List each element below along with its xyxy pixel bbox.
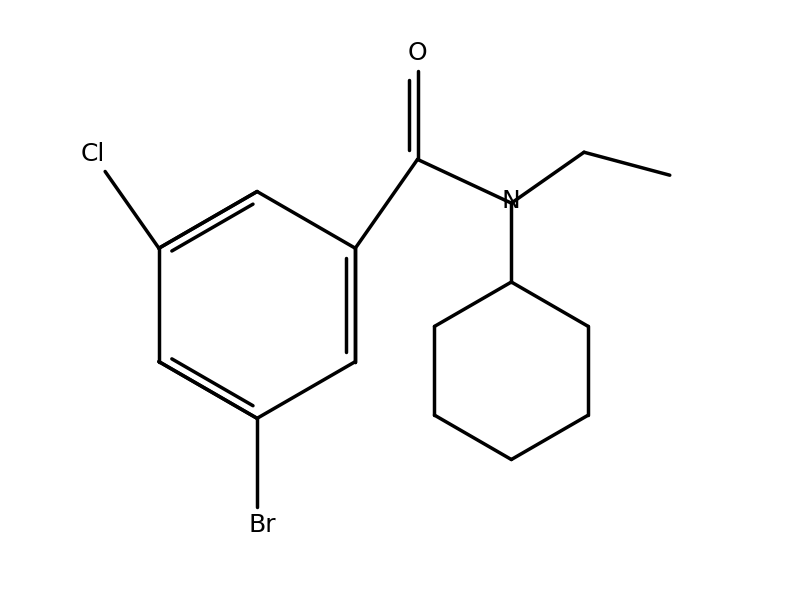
Text: Br: Br	[248, 513, 276, 537]
Text: N: N	[502, 189, 521, 213]
Text: O: O	[407, 41, 428, 65]
Text: Cl: Cl	[81, 142, 105, 166]
